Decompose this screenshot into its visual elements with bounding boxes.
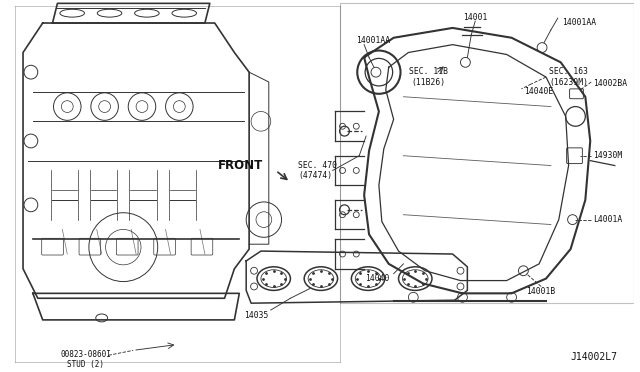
Text: 14001B: 14001B [527,287,556,296]
Text: 14930M: 14930M [593,151,623,160]
Text: 14001AA: 14001AA [356,36,390,45]
Text: SEC. 163
(16239M): SEC. 163 (16239M) [549,67,588,87]
Text: 14035: 14035 [244,311,268,320]
Text: 14002BA: 14002BA [593,80,627,89]
Text: 14040E: 14040E [524,87,554,96]
Text: 14040: 14040 [365,274,389,283]
Text: 14001: 14001 [463,13,488,22]
Text: SEC. 11B
(11B26): SEC. 11B (11B26) [408,67,447,87]
Text: 14001AA: 14001AA [562,17,596,26]
Text: SEC. 470
(47474): SEC. 470 (47474) [298,161,337,180]
Text: J14002L7: J14002L7 [571,352,618,362]
Text: 00823-0860I
STUD (2): 00823-0860I STUD (2) [61,350,111,369]
Text: FRONT: FRONT [218,159,263,172]
Text: L4001A: L4001A [593,215,623,224]
